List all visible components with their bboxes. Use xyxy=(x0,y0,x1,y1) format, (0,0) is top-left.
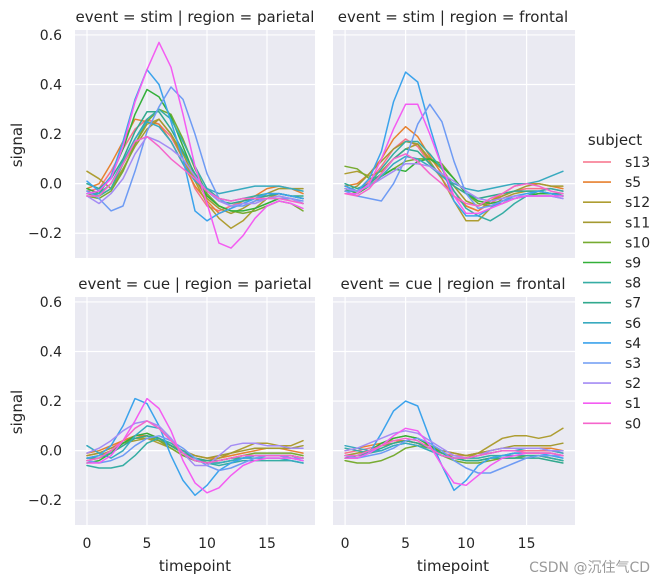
legend-item-s10: s10 xyxy=(583,235,650,251)
legend-label: s12 xyxy=(625,195,650,211)
panel-title-cue-frontal: event = cue | region = frontal xyxy=(341,275,566,293)
y-tick-label: 0.4 xyxy=(40,345,62,361)
legend-label: s5 xyxy=(625,175,641,191)
x-axis-label-left: timepoint xyxy=(159,557,231,575)
panel-title-stim-parietal: event = stim | region = parietal xyxy=(76,8,315,26)
legend-item-s12: s12 xyxy=(583,195,650,211)
series-line-s2 xyxy=(344,430,564,459)
legend-item-s2: s2 xyxy=(583,376,641,392)
series-line-s1 xyxy=(86,41,304,249)
panel-background xyxy=(75,297,315,525)
legend-item-s3: s3 xyxy=(583,356,641,372)
legend-item-s0: s0 xyxy=(583,416,641,432)
legend-label: s13 xyxy=(625,155,650,171)
x-axis-label-right: timepoint xyxy=(417,557,489,575)
x-tick-label: 15 xyxy=(258,536,276,552)
x-tick-label: 10 xyxy=(457,536,475,552)
series-line-s0 xyxy=(344,437,564,459)
series-line-s4 xyxy=(86,68,304,222)
legend-label: s4 xyxy=(625,336,641,352)
x-tick-label: 0 xyxy=(341,536,350,552)
panel-background xyxy=(333,30,575,258)
panel-background xyxy=(75,30,315,258)
series-line-s0 xyxy=(344,153,564,207)
x-tick-label: 15 xyxy=(518,536,536,552)
series-line-s7 xyxy=(86,111,304,205)
legend: s13 s5 s12 s11 s10 s9 s8 s7 s6 s4 s3 s2 s1 s0 xyxy=(583,155,650,432)
series-line-s3 xyxy=(344,437,564,474)
y-tick-label: 0.0 xyxy=(40,444,62,460)
legend-label: s11 xyxy=(625,215,650,231)
panel-0: −0.2 0.0 0.2 0.4 0.6 xyxy=(28,28,315,258)
y-tick-label: 0.6 xyxy=(40,28,62,44)
legend-label: s8 xyxy=(625,276,641,292)
legend-label: s0 xyxy=(625,416,641,432)
y-axis-label-top: signal xyxy=(8,123,26,167)
legend-label: s2 xyxy=(625,376,641,392)
series-line-s4 xyxy=(344,71,564,217)
y-tick-label: −0.2 xyxy=(28,226,62,242)
panel-3: 0 5 10 15 xyxy=(333,297,575,552)
legend-label: s3 xyxy=(625,356,641,372)
panel-background xyxy=(333,297,575,525)
y-tick-label: 0.0 xyxy=(40,177,62,193)
legend-item-s1: s1 xyxy=(583,396,641,412)
panel-title-cue-parietal: event = cue | region = parietal xyxy=(78,275,311,293)
y-tick-label: −0.2 xyxy=(28,493,62,509)
series-line-s0 xyxy=(86,420,304,464)
y-axis-label-bottom: signal xyxy=(8,390,26,434)
legend-label: s9 xyxy=(625,256,641,272)
y-tick-label: 0.2 xyxy=(40,127,62,143)
legend-item-s8: s8 xyxy=(583,276,641,292)
legend-item-s9: s9 xyxy=(583,256,641,272)
panel-2: −0.2 0.0 0.2 0.4 0.6 0 5 10 15 xyxy=(28,295,315,552)
x-tick-label: 0 xyxy=(83,536,92,552)
legend-item-s5: s5 xyxy=(583,175,641,191)
series-line-s0 xyxy=(86,135,304,205)
y-tick-label: 0.2 xyxy=(40,394,62,410)
panels: −0.2 0.0 0.2 0.4 0.6 −0.2 0.0 0.2 0.4 0.6 0 5 10 15 0 5… xyxy=(28,28,575,552)
x-tick-label: 5 xyxy=(401,536,410,552)
legend-label: s10 xyxy=(625,235,650,251)
legend-label: s6 xyxy=(625,316,641,332)
series-line-s2 xyxy=(86,420,304,467)
y-tick-label: 0.4 xyxy=(40,78,62,94)
panel-1 xyxy=(333,30,575,258)
legend-item-s6: s6 xyxy=(583,316,641,332)
y-tick-label: 0.6 xyxy=(40,295,62,311)
x-tick-label: 5 xyxy=(143,536,152,552)
watermark-text: CSDN @沉住气CD xyxy=(529,560,650,576)
legend-item-s11: s11 xyxy=(583,215,650,231)
x-tick-label: 10 xyxy=(198,536,216,552)
panel-title-stim-frontal: event = stim | region = frontal xyxy=(338,8,568,26)
series-line-s6 xyxy=(86,120,304,195)
legend-item-s13: s13 xyxy=(583,155,650,171)
legend-label: s7 xyxy=(625,296,641,312)
legend-item-s7: s7 xyxy=(583,296,641,312)
legend-label: s1 xyxy=(625,396,641,412)
legend-item-s4: s4 xyxy=(583,336,641,352)
legend-title: subject xyxy=(588,131,642,149)
